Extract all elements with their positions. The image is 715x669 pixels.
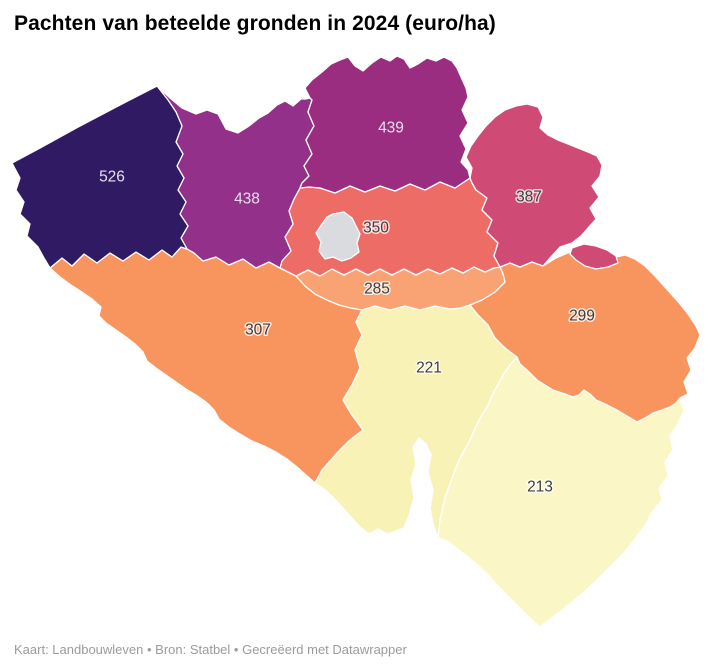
region-limburg-voeren[interactable] [569,243,619,270]
region-antwerpen[interactable] [299,55,471,194]
page-title: Pachten van beteelde gronden in 2024 (eu… [14,12,496,35]
region-vlaams-brabant[interactable] [279,177,501,277]
region-limburg[interactable] [465,103,603,268]
region-west-vlaanderen[interactable] [11,85,189,269]
attribution-footer: Kaart: Landbouwleven • Bron: Statbel • G… [14,642,407,657]
region-brussel[interactable] [315,211,361,262]
